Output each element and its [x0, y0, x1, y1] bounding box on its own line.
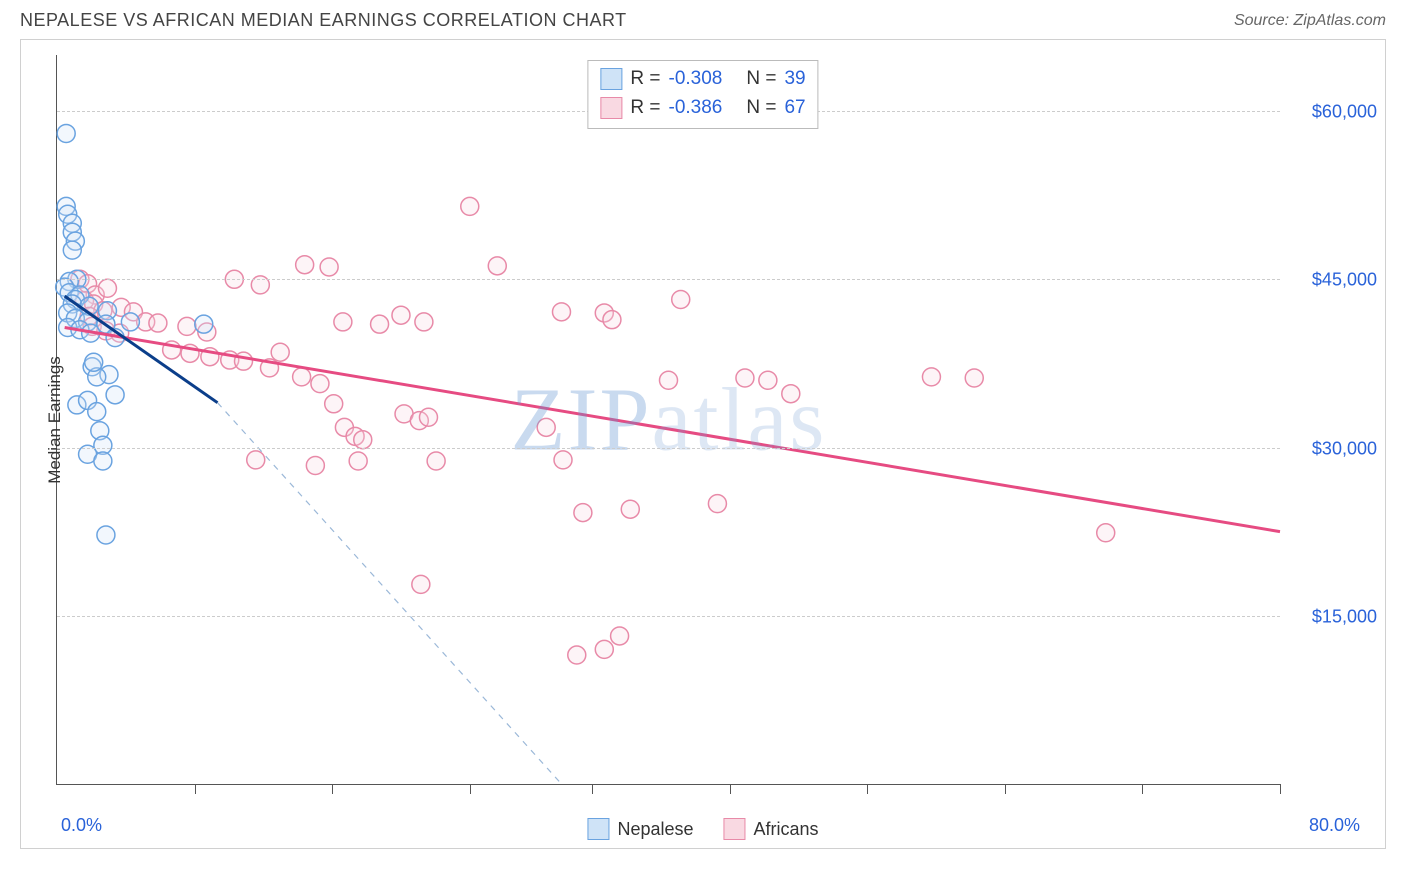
legend-n-value-1: 67 — [784, 94, 805, 123]
legend-r-value-0: -0.308 — [668, 65, 722, 94]
watermark-part1: ZIP — [511, 370, 652, 469]
gridline-h — [57, 616, 1280, 617]
xtick — [332, 784, 333, 794]
xtick — [470, 784, 471, 794]
xtick — [1142, 784, 1143, 794]
xtick — [1280, 784, 1281, 794]
ytick-label: $45,000 — [1312, 270, 1377, 291]
legend-r-label: R = — [630, 94, 660, 123]
legend-item-1: Africans — [724, 818, 819, 840]
legend-n-label: N = — [746, 65, 776, 94]
watermark-part2: atlas — [652, 370, 827, 469]
legend-swatch-1 — [600, 97, 622, 119]
legend-label-0: Nepalese — [617, 819, 693, 840]
legend-row-series-1: R = -0.386 N = 67 — [600, 94, 805, 123]
legend-swatch-0 — [600, 68, 622, 90]
ytick-label: $30,000 — [1312, 438, 1377, 459]
legend-item-0: Nepalese — [587, 818, 693, 840]
legend-swatch-bottom-0 — [587, 818, 609, 840]
xtick-label-left: 0.0% — [61, 815, 102, 836]
xtick — [730, 784, 731, 794]
legend-label-1: Africans — [754, 819, 819, 840]
xtick-label-right: 80.0% — [1309, 815, 1360, 836]
legend-r-value-1: -0.386 — [668, 94, 722, 123]
xtick — [1005, 784, 1006, 794]
chart-container: Median Earnings ZIPatlas $15,000 $30,000… — [20, 39, 1386, 849]
series-legend: Nepalese Africans — [587, 818, 818, 840]
gridline-h — [57, 279, 1280, 280]
legend-swatch-bottom-1 — [724, 818, 746, 840]
ytick-label: $60,000 — [1312, 102, 1377, 123]
legend-r-label: R = — [630, 65, 660, 94]
watermark: ZIPatlas — [511, 368, 827, 471]
ytick-label: $15,000 — [1312, 606, 1377, 627]
legend-row-series-0: R = -0.308 N = 39 — [600, 65, 805, 94]
xtick — [867, 784, 868, 794]
chart-title: NEPALESE VS AFRICAN MEDIAN EARNINGS CORR… — [20, 10, 627, 31]
legend-n-value-0: 39 — [784, 65, 805, 94]
xtick — [592, 784, 593, 794]
y-axis-label: Median Earnings — [45, 356, 65, 484]
source-label: Source: ZipAtlas.com — [1234, 12, 1386, 30]
plot-area: Median Earnings ZIPatlas — [56, 55, 1280, 785]
xtick — [195, 784, 196, 794]
scatter-svg — [57, 55, 1280, 784]
correlation-legend: R = -0.308 N = 39 R = -0.386 N = 67 — [587, 60, 818, 129]
gridline-h — [57, 448, 1280, 449]
legend-n-label: N = — [746, 94, 776, 123]
